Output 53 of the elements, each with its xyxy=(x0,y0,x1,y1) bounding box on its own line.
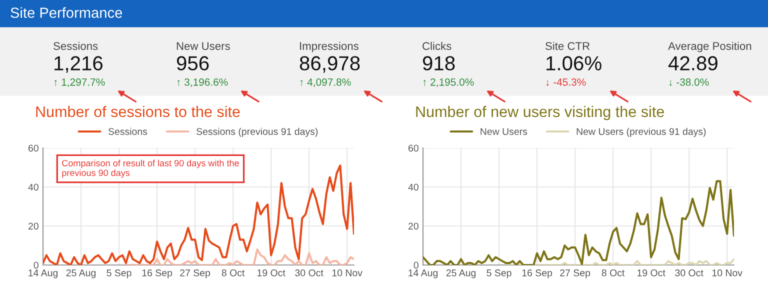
category-label: Impressions xyxy=(300,42,358,52)
y-tick-label: 60 xyxy=(28,144,38,152)
y-tick-label: 0 xyxy=(34,262,38,269)
text: 918 xyxy=(422,56,455,70)
legend-label: New Users xyxy=(480,128,528,135)
x-tick-label: 27 Sep xyxy=(180,269,210,278)
category-label: Site CTR xyxy=(546,42,590,50)
text: ↑ 1,297.7% xyxy=(54,78,105,88)
x-tick-label: 5 Sep xyxy=(486,269,512,278)
x-tick-label: 10 Nov xyxy=(712,269,742,276)
x-tick-label: 30 Oct xyxy=(675,269,704,276)
x-tick-label: 16 Sep xyxy=(142,269,172,278)
text: 42.89 xyxy=(668,56,718,70)
line-series xyxy=(124,248,354,265)
x-tick-label: 8 Oct xyxy=(222,269,245,276)
text: ↑ 4,097.8% xyxy=(300,78,351,88)
x-tick-label: 14 Aug xyxy=(28,270,58,278)
x-tick-label: 25 Aug xyxy=(446,269,476,278)
text: ↓ -45.3% xyxy=(546,78,586,86)
x-tick-label: 25 Aug xyxy=(66,269,96,278)
y-tick-label: 40 xyxy=(408,184,418,191)
x-tick-label: 30 Oct xyxy=(295,269,324,276)
x-tick-label: 27 Sep xyxy=(560,269,590,278)
category-label: Average Position xyxy=(668,42,752,52)
x-tick-label: 8 Oct xyxy=(602,269,625,276)
y-tick-label: 0 xyxy=(414,262,418,269)
x-tick-label: 5 Sep xyxy=(106,269,132,278)
y-tick-label: 20 xyxy=(408,222,418,230)
text: 1.06% xyxy=(546,56,602,70)
category-label: New Users xyxy=(176,42,230,50)
y-tick-label: 20 xyxy=(28,222,38,230)
text: 86,978 xyxy=(300,56,360,73)
text: Site Performance xyxy=(10,7,122,18)
x-tick-label: 16 Sep xyxy=(522,269,552,278)
x-tick-label: 14 Aug xyxy=(408,270,438,278)
legend-label: New Users (previous 91 days) xyxy=(576,128,706,137)
legend-label: Sessions xyxy=(108,128,148,135)
x-tick-label: 19 Oct xyxy=(637,269,666,276)
y-tick-label: 40 xyxy=(28,184,38,191)
text: ↑ 2,195.0% xyxy=(423,78,474,88)
annotation: Comparison of result of last 90 days with the previous 90 days xyxy=(62,160,239,178)
text: ↓ -38.0% xyxy=(669,78,709,86)
x-tick-label: 19 Oct xyxy=(257,269,286,276)
category-label: Sessions xyxy=(54,42,98,50)
text: 1,216 xyxy=(54,56,103,73)
y-tick-label: 60 xyxy=(408,144,418,152)
legend-label: Sessions (previous 91 days) xyxy=(196,128,318,137)
text: 956 xyxy=(176,56,209,70)
category-label: Clicks xyxy=(422,42,452,50)
chart-title: Number of new users visiting the site xyxy=(416,106,664,120)
x-tick-label: 10 Nov xyxy=(332,269,362,276)
text: ↑ 3,196.6% xyxy=(177,78,228,88)
chart-title: Number of sessions to the site xyxy=(36,106,240,118)
